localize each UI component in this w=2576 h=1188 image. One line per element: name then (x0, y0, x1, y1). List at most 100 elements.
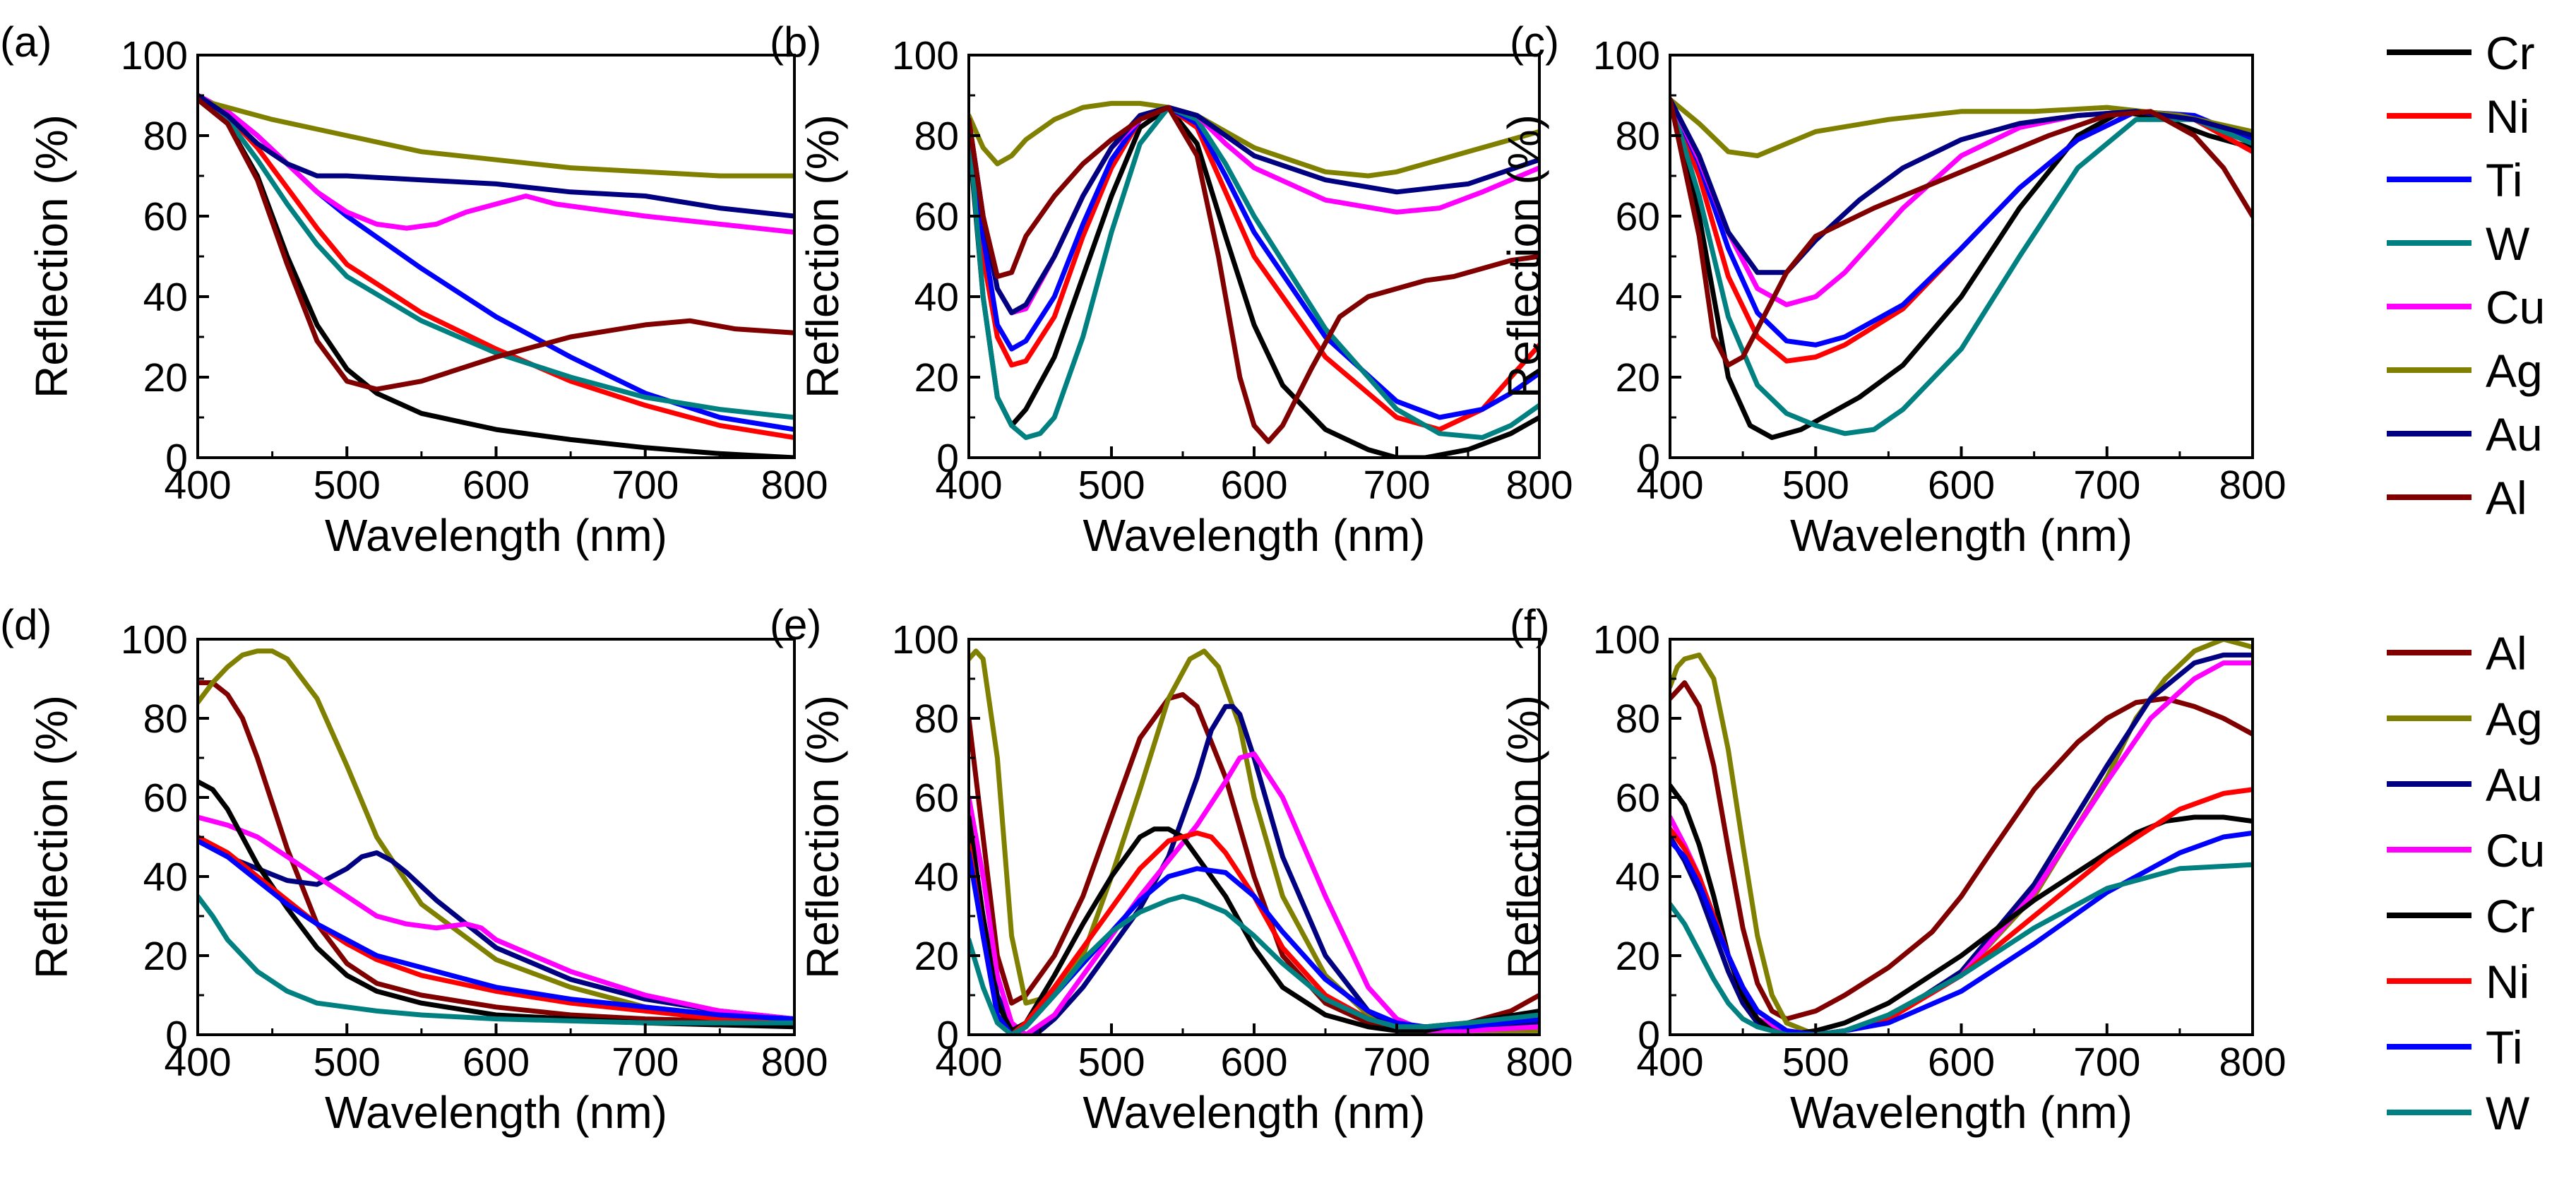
y-tick-label: 80 (1616, 696, 1660, 742)
panel-label: (e) (770, 601, 821, 648)
series-line-cu (198, 814, 794, 1022)
legend-label-cu: Cu (2486, 281, 2545, 333)
y-tick-label: 0 (1638, 1013, 1660, 1058)
y-tick-label: 100 (121, 33, 188, 78)
x-tick-label: 400 (164, 1040, 231, 1085)
x-tick-label: 800 (2219, 463, 2286, 508)
legend-label-w: W (2486, 1087, 2530, 1139)
y-tick-label: 40 (1616, 855, 1660, 900)
panel-a: 400 500 600 700 800 0 20 40 60 80 100 Wavelength (n… (0, 18, 828, 561)
series-line-au (198, 93, 794, 219)
series-line-w (1670, 97, 2253, 436)
series-line-al (1670, 97, 2253, 368)
y-axis-title: Reflection (%) (26, 695, 77, 979)
y-tick-label: 20 (1616, 934, 1660, 979)
series-line-al (198, 680, 794, 1026)
panel-label: (f) (1510, 601, 1550, 648)
series-line-ti (198, 838, 794, 1022)
legend-label-au: Au (2486, 759, 2543, 811)
legend-label-w: W (2486, 218, 2530, 270)
legend-label-cr: Cr (2486, 27, 2535, 79)
plot-frame (196, 638, 796, 1036)
series-line-w (969, 893, 1539, 1035)
series-line-ag (1670, 97, 2253, 158)
y-tick-label: 0 (936, 1013, 959, 1058)
y-tick-label: 0 (165, 436, 188, 481)
y-axis-title: Reflection (%) (797, 114, 848, 398)
x-tick-label: 400 (935, 463, 1002, 508)
y-tick-label: 60 (1616, 776, 1660, 821)
series-line-au (198, 838, 794, 1022)
series-line-ni (1670, 787, 2253, 1035)
y-tick-label: 100 (1593, 33, 1660, 78)
y-tick-label: 100 (892, 33, 959, 78)
y-tick-label: 40 (1616, 275, 1660, 320)
y-tick-label: 0 (1638, 436, 1660, 481)
y-tick-label: 80 (143, 696, 188, 742)
x-tick-label: 700 (612, 1040, 679, 1085)
y-tick-label: 80 (914, 696, 959, 742)
panel-label: (c) (1510, 18, 1559, 66)
x-tick-label: 500 (1782, 463, 1849, 508)
x-tick-label: 800 (761, 463, 828, 508)
x-tick-label: 700 (2073, 463, 2140, 508)
y-tick-label: 40 (143, 855, 188, 900)
series-line-ni (198, 834, 794, 1026)
x-tick-label: 400 (1636, 1040, 1703, 1085)
panel-d: 400 500 600 700 800 0 20 40 60 80 100 Wavelength (n… (0, 601, 828, 1138)
y-tick-label: 20 (143, 934, 188, 979)
series-line-cu (969, 105, 1539, 316)
legend-label-al: Al (2486, 627, 2527, 679)
y-tick-label: 100 (121, 617, 188, 663)
series-line-w (1670, 862, 2253, 1035)
x-tick-label: 500 (1078, 1040, 1145, 1085)
x-tick-label: 600 (1928, 463, 1995, 508)
y-tick-label: 60 (143, 194, 188, 239)
panel-label: (b) (770, 18, 821, 66)
y-tick-label: 60 (143, 776, 188, 821)
x-tick-label: 500 (1782, 1040, 1849, 1085)
series-line-ag (969, 100, 1539, 179)
series-line-ag (198, 648, 794, 1022)
panel-f: 400 500 600 700 800 0 20 40 60 80 100 Wavelength (n… (1498, 601, 2286, 1138)
y-tick-label: 80 (1616, 114, 1660, 159)
x-tick-label: 800 (1505, 1040, 1573, 1085)
x-tick-label: 700 (1363, 1040, 1430, 1085)
legend-label-ti: Ti (2486, 154, 2523, 206)
legend-label-au: Au (2486, 408, 2543, 461)
x-tick-label: 600 (1928, 1040, 1995, 1085)
y-tick-label: 20 (143, 355, 188, 400)
series-line-ti (1670, 830, 2253, 1035)
x-axis-title: Wavelength (nm) (1790, 1087, 2133, 1138)
series-line-cr (1670, 97, 2253, 440)
x-tick-label: 700 (1363, 463, 1430, 508)
panel-c: 400 500 600 700 800 0 20 40 60 80 100 Wavelength (n… (1498, 18, 2286, 561)
x-tick-label: 700 (612, 463, 679, 508)
x-tick-label: 600 (463, 1040, 530, 1085)
panel-label: (a) (0, 18, 52, 66)
y-tick-label: 100 (1593, 617, 1660, 663)
y-axis-title: Reflection (%) (797, 695, 848, 979)
y-tick-label: 60 (1616, 194, 1660, 239)
x-tick-label: 600 (1220, 463, 1287, 508)
legend-top: Cr Ni Ti W Cu Ag Au Al (2387, 27, 2545, 524)
legend-label-ag: Ag (2486, 693, 2543, 745)
x-tick-label: 400 (1636, 463, 1703, 508)
x-tick-label: 800 (1505, 463, 1573, 508)
legend-label-ni: Ni (2486, 90, 2529, 143)
x-axis-title: Wavelength (nm) (1083, 510, 1426, 561)
y-tick-label: 80 (143, 114, 188, 159)
x-axis-title: Wavelength (nm) (325, 1087, 667, 1138)
legend-label-ni: Ni (2486, 956, 2529, 1008)
series-line-w (969, 105, 1539, 440)
legend-label-ti: Ti (2486, 1021, 2523, 1074)
x-axis-title: Wavelength (nm) (325, 510, 667, 561)
x-tick-label: 800 (2219, 1040, 2286, 1085)
y-tick-label: 20 (1616, 355, 1660, 400)
y-axis-title: Reflection (%) (1498, 114, 1549, 398)
y-axis-title: Reflection (%) (26, 114, 77, 398)
x-tick-label: 500 (314, 463, 381, 508)
panel-b: 400 500 600 700 800 0 20 40 60 80 100 Wavelength (n… (770, 18, 1573, 561)
y-tick-label: 0 (936, 436, 959, 481)
x-tick-label: 600 (463, 463, 530, 508)
